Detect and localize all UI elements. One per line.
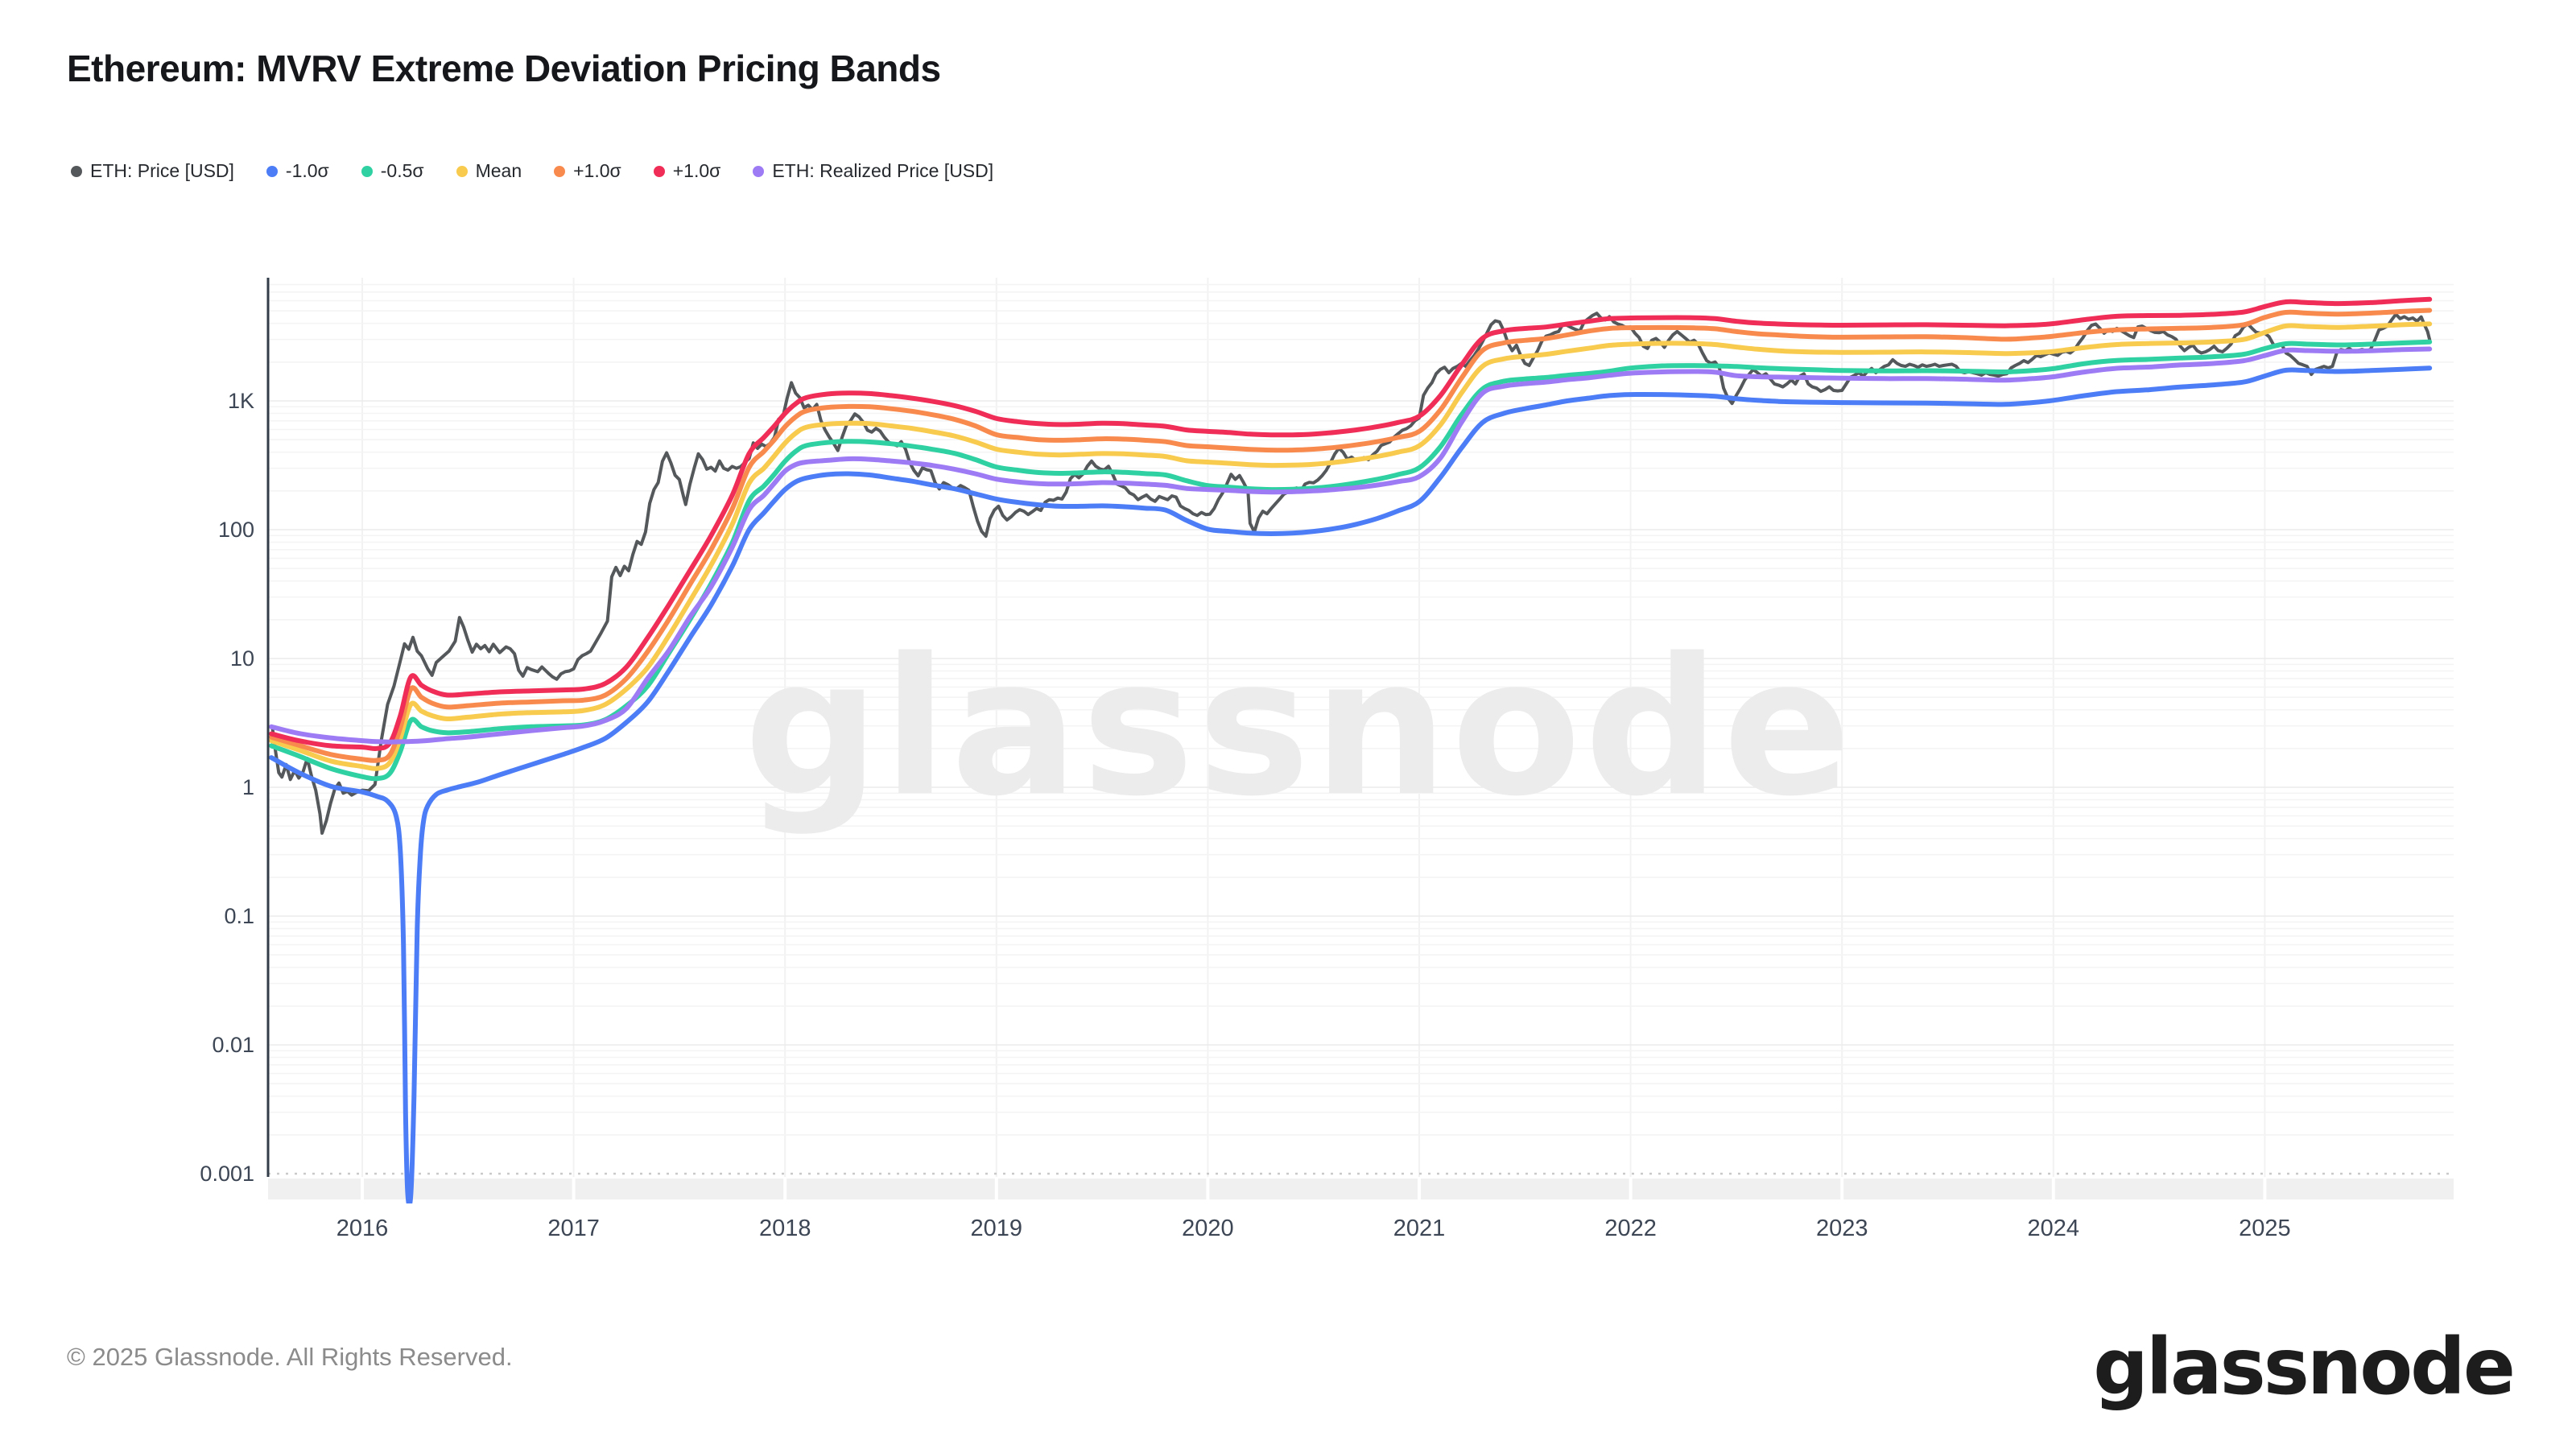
scroll-strip-notch — [1629, 1179, 1633, 1199]
x-tick-label: 2020 — [1182, 1216, 1234, 1241]
legend-dot-icon — [266, 165, 278, 177]
glassnode-logo: glassnode — [2093, 1322, 2516, 1412]
legend-item-6[interactable]: ETH: Realized Price [USD] — [753, 160, 993, 182]
page-title: Ethereum: MVRV Extreme Deviation Pricing… — [67, 47, 941, 89]
x-tick-label: 2017 — [547, 1216, 600, 1241]
x-tick-label: 2022 — [1604, 1216, 1657, 1241]
x-tick-label: 2023 — [1816, 1216, 1868, 1241]
scroll-strip-notch — [1840, 1179, 1844, 1199]
legend-dot-icon — [554, 165, 566, 177]
series-line-4--1-0-[interactable] — [269, 308, 2433, 763]
legend-dot-icon — [361, 165, 373, 177]
legend-label: ETH: Price [USD] — [90, 160, 234, 181]
legend-item-2[interactable]: -0.5σ — [361, 160, 424, 182]
legend-item-3[interactable]: Mean — [456, 160, 522, 182]
watermark-text: glassnode — [744, 618, 1854, 838]
tick-labels: 1K 100 10 1 0.1 0.01 0.001 2016 2017 2018 2019 2020… — [200, 389, 2290, 1241]
scroll-strip-notch — [1418, 1179, 1421, 1199]
y-tick-label: 0.1 — [224, 904, 254, 928]
y-tick-label: 0.01 — [212, 1033, 254, 1057]
legend-item-0[interactable]: ETH: Price [USD] — [71, 160, 234, 182]
series-line-1--1-0-[interactable] — [269, 365, 2433, 1205]
scroll-strip-notch — [572, 1179, 576, 1199]
chart-legend: ETH: Price [USD] -1.0σ -0.5σ Mean +1.0σ +1.0σ… — [71, 160, 993, 182]
y-tick-label: 10 — [230, 646, 254, 671]
legend-item-5[interactable]: +1.0σ — [653, 160, 721, 182]
legend-dot-icon — [653, 165, 665, 177]
legend-dot-icon — [71, 165, 82, 177]
legend-dot-icon — [456, 165, 468, 177]
legend-label: +1.0σ — [672, 160, 721, 181]
scroll-strip-notch — [1206, 1179, 1210, 1199]
legend-label: -1.0σ — [285, 160, 329, 181]
scroll-strip[interactable] — [268, 1179, 2454, 1199]
legend-label: Mean — [475, 160, 522, 181]
x-axis-scroll-strip[interactable] — [268, 1179, 2454, 1199]
series-line-6-eth-realized-price-usd-[interactable] — [269, 346, 2433, 745]
legend-label: ETH: Realized Price [USD] — [772, 160, 994, 181]
scroll-strip-notch — [2051, 1179, 2055, 1199]
y-tick-label: 0.001 — [200, 1162, 254, 1186]
scroll-strip-notch — [783, 1179, 787, 1199]
series-lines — [269, 296, 2433, 1205]
series-line-3-mean[interactable] — [269, 321, 2433, 771]
scroll-strip-notch — [994, 1179, 998, 1199]
x-tick-label: 2021 — [1393, 1216, 1446, 1241]
x-tick-label: 2025 — [2239, 1216, 2291, 1241]
scroll-strip-notch — [2263, 1179, 2267, 1199]
y-tick-label: 1K — [228, 389, 254, 413]
x-tick-label: 2016 — [336, 1216, 389, 1241]
legend-dot-icon — [753, 165, 765, 177]
legend-item-1[interactable]: -1.0σ — [266, 160, 329, 182]
scroll-strip-notch — [361, 1179, 364, 1199]
series-line-5--1-0-[interactable] — [269, 296, 2433, 752]
x-tick-label: 2018 — [759, 1216, 811, 1241]
legend-label: -0.5σ — [380, 160, 424, 181]
legend-label: +1.0σ — [573, 160, 621, 181]
x-tick-label: 2024 — [2028, 1216, 2080, 1241]
copyright-text: © 2025 Glassnode. All Rights Reserved. — [67, 1343, 513, 1371]
x-tick-label: 2019 — [971, 1216, 1023, 1241]
y-tick-label: 100 — [218, 518, 254, 542]
legend-item-4[interactable]: +1.0σ — [554, 160, 621, 182]
y-tick-label: 1 — [242, 775, 254, 799]
